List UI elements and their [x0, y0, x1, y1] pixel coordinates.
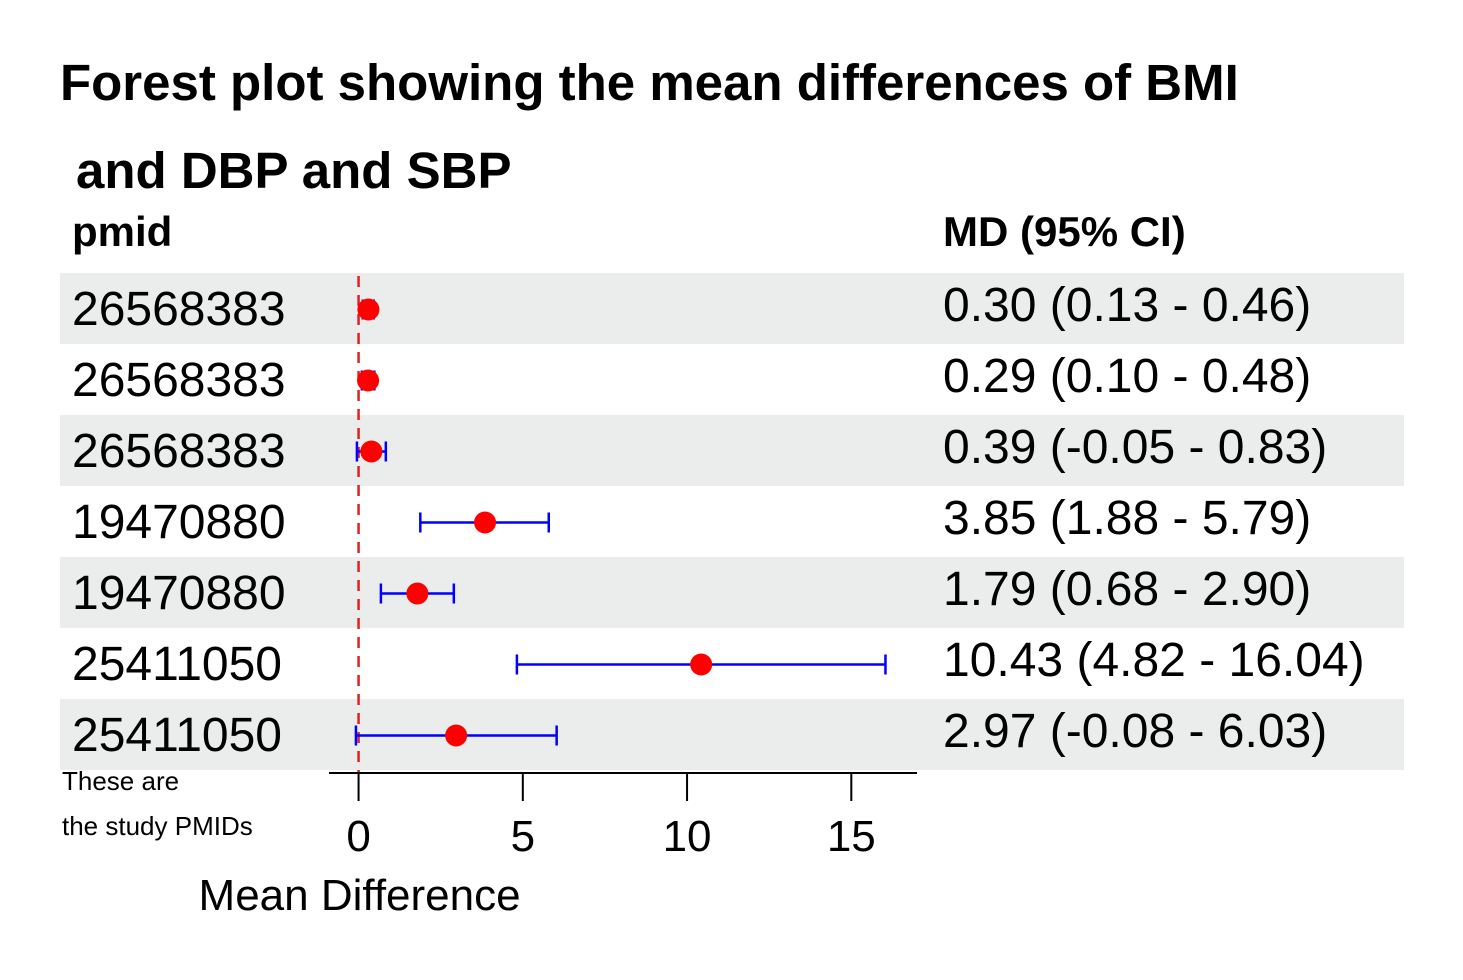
forest-row: 19470880 1.79 (0.68 - 2.90): [60, 557, 1404, 628]
forest-row: 26568383 0.39 (-0.05 - 0.83): [60, 415, 1404, 486]
pmid-note-line-1: These are: [62, 766, 180, 796]
pmid-cell: 25411050: [72, 709, 282, 762]
md-ci-cell: 3.85 (1.88 - 5.79): [943, 492, 1312, 545]
md-ci-cell: 0.39 (-0.05 - 0.83): [943, 421, 1328, 474]
forest-row: 26568383 0.29 (0.10 - 0.48): [60, 344, 1404, 415]
md-ci-cell: 1.79 (0.68 - 2.90): [943, 563, 1312, 616]
md-column-header: MD (95% CI): [943, 208, 1186, 255]
point-estimate: [690, 653, 713, 676]
md-ci-cell: 0.30 (0.13 - 0.46): [943, 279, 1312, 332]
point-estimate: [474, 511, 497, 534]
pmid-column-header: pmid: [72, 208, 173, 255]
point-estimate: [406, 582, 429, 605]
pmid-note-line-2: the study PMIDs: [62, 811, 253, 841]
x-axis-label: Mean Difference: [199, 871, 521, 920]
chart-title-line-1: Forest plot showing the mean differences…: [60, 54, 1239, 111]
pmid-cell: 26568383: [72, 354, 286, 407]
pmid-cell: 26568383: [72, 425, 286, 478]
pmid-cell: 25411050: [72, 638, 282, 691]
x-tick-label: 15: [827, 812, 876, 861]
forest-row: 25411050 10.43 (4.82 - 16.04): [60, 628, 1404, 699]
forest-row: 25411050 2.97 (-0.08 - 6.03): [60, 699, 1404, 770]
chart-title-line-2: and DBP and SBP: [76, 142, 512, 199]
pmid-cell: 19470880: [72, 567, 286, 620]
forest-row: 19470880 3.85 (1.88 - 5.79): [60, 486, 1404, 557]
x-tick-label: 5: [511, 812, 535, 861]
md-ci-cell: 2.97 (-0.08 - 6.03): [943, 705, 1328, 758]
point-estimate: [445, 724, 468, 747]
point-estimate: [360, 440, 383, 463]
pmid-cell: 19470880: [72, 496, 286, 549]
forest-row: 26568383 0.30 (0.13 - 0.46): [60, 273, 1404, 344]
point-estimate: [357, 369, 380, 392]
md-ci-cell: 10.43 (4.82 - 16.04): [943, 634, 1365, 687]
md-ci-cell: 0.29 (0.10 - 0.48): [943, 350, 1312, 403]
x-tick-label: 0: [346, 812, 370, 861]
x-tick-label: 10: [663, 812, 712, 861]
point-estimate: [357, 298, 380, 321]
pmid-cell: 26568383: [72, 283, 286, 336]
